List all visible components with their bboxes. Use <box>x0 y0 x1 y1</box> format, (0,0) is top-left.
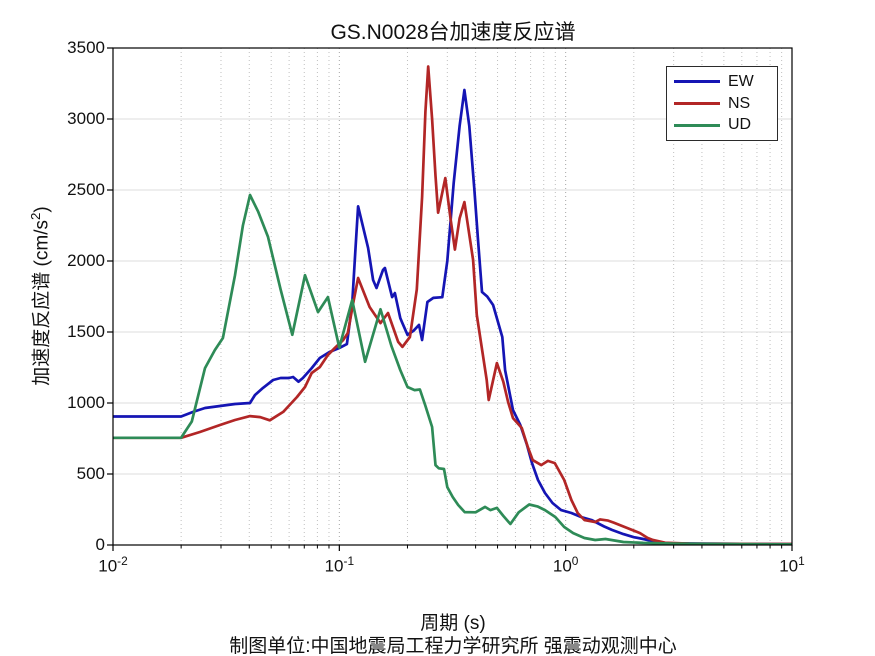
legend-item-ns: NS <box>674 93 769 115</box>
x-tick-label: 101 <box>779 554 805 577</box>
y-tick-label: 2500 <box>67 180 105 199</box>
source-caption: 制图单位:中国地震局工程力学研究所 强震动观测中心 <box>229 636 677 656</box>
legend-line-ns <box>674 102 720 105</box>
x-tick-label: 10-1 <box>325 554 355 577</box>
y-tick-label: 2000 <box>67 251 105 270</box>
legend-label-ew: EW <box>728 72 754 90</box>
x-tick-label: 10-2 <box>98 554 128 577</box>
y-axis-label-text: 加速度反应谱 (cm/s <box>31 220 53 386</box>
y-axis-label-sup: 2 <box>28 212 44 221</box>
x-tick-base: 10 <box>324 556 344 576</box>
legend-label-ud: UD <box>728 116 752 134</box>
y-tick-label: 3000 <box>67 109 105 128</box>
x-tick-label: 100 <box>553 554 579 577</box>
plot-border <box>112 47 793 546</box>
x-tick-exponent: 1 <box>798 554 805 568</box>
legend-item-ud: UD <box>674 114 769 136</box>
legend-line-ud <box>674 123 720 127</box>
x-tick-exponent: -2 <box>117 554 128 568</box>
y-tick-label: 1500 <box>67 322 105 341</box>
y-tick-label: 0 <box>95 535 105 554</box>
y-tick-label: 1000 <box>67 393 105 412</box>
y-axis-label-suffix: ) <box>31 206 53 213</box>
y-tick-label: 3500 <box>67 38 105 57</box>
legend-line-ew <box>674 80 720 84</box>
legend-box: EW NS UD <box>666 66 778 141</box>
series-ew-line <box>113 88 792 545</box>
chart-title: GS.N0028台加速度反应谱 <box>330 21 576 44</box>
legend-item-ew: EW <box>674 71 769 93</box>
y-tick-label: 500 <box>76 464 105 483</box>
series-ns-line <box>113 65 792 545</box>
series-ud-line <box>113 193 792 545</box>
x-tick-base: 10 <box>552 556 572 576</box>
x-tick-base: 10 <box>779 556 799 576</box>
x-tick-exponent: -1 <box>343 554 355 568</box>
x-tick-base: 10 <box>98 556 118 576</box>
legend-label-ns: NS <box>728 94 751 112</box>
x-tick-exponent: 0 <box>571 554 579 568</box>
x-axis-label: 周期 (s) <box>420 613 486 634</box>
y-axis-label: 加速度反应谱 (cm/s2) <box>27 206 54 385</box>
